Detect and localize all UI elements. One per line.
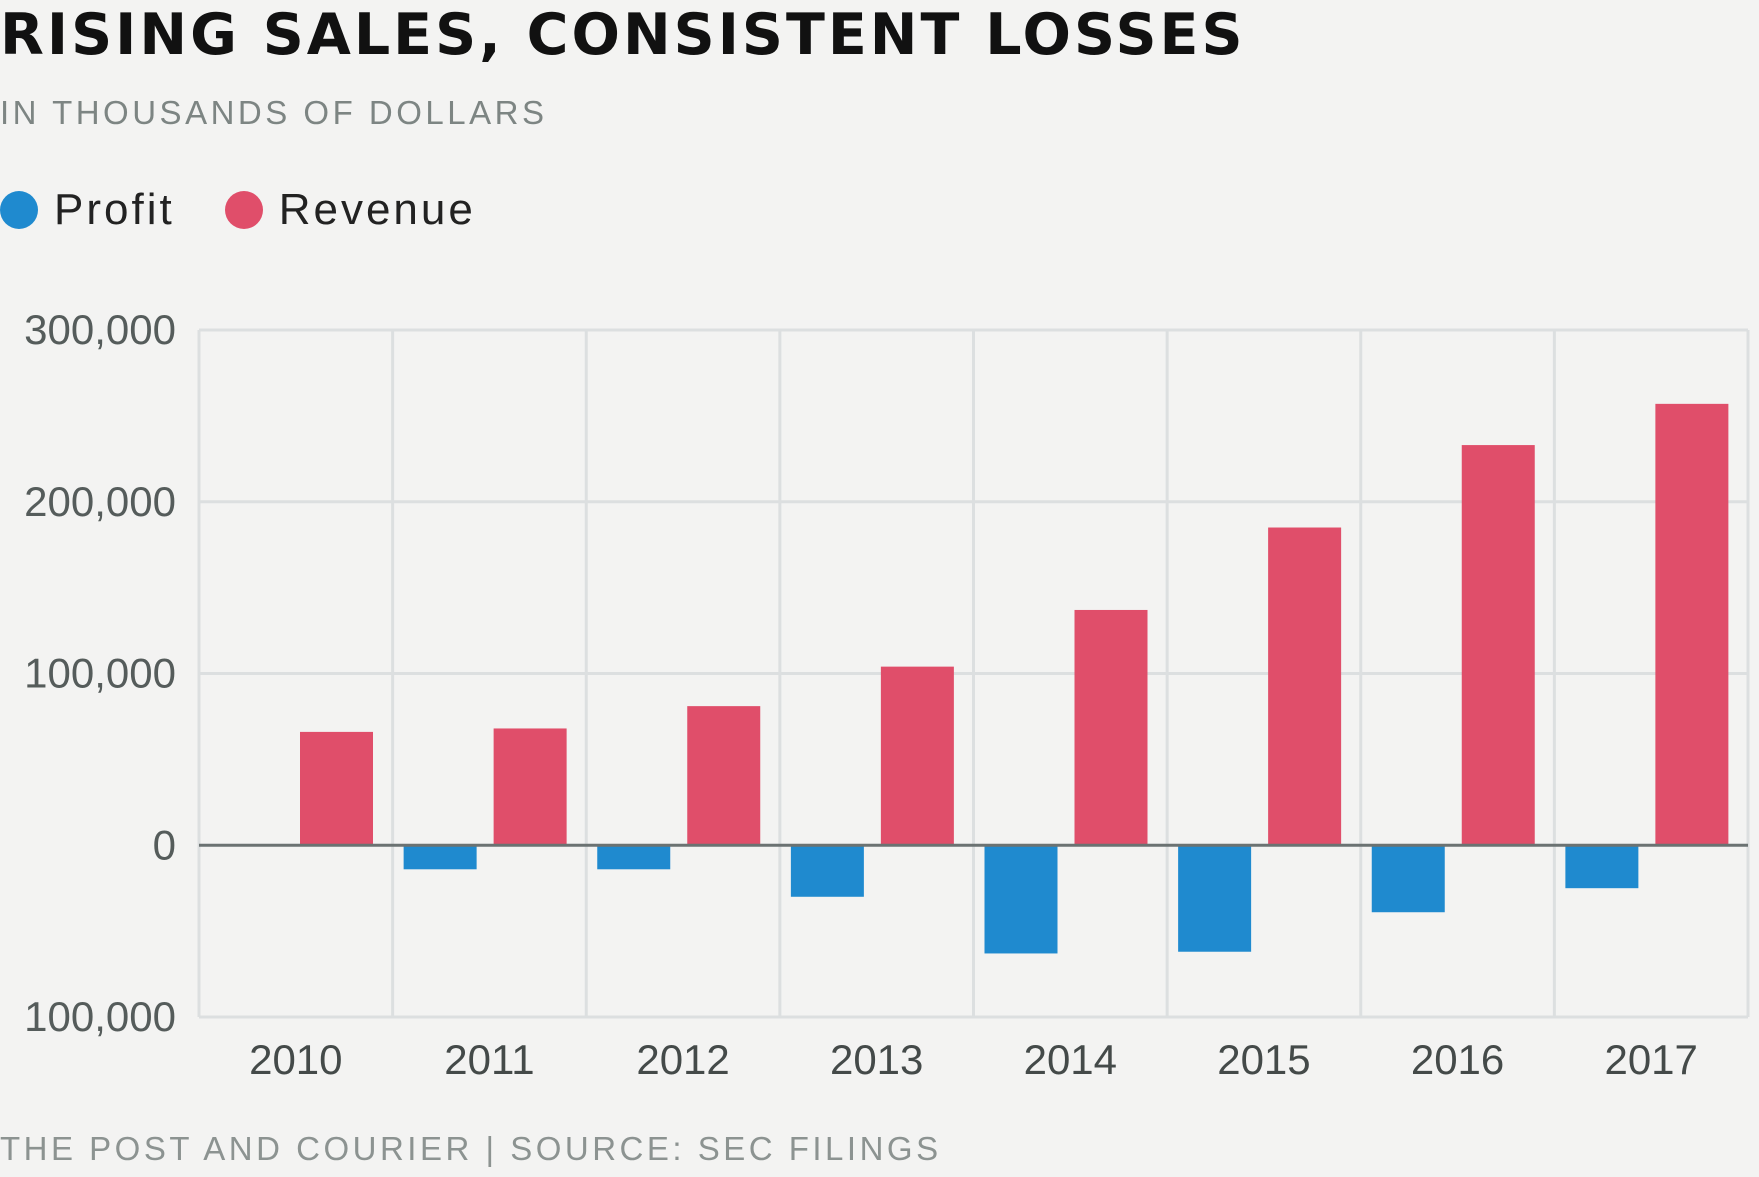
y-tick-label: 100,000 — [24, 993, 176, 1040]
footer-credit: THE POST AND COURIER | SOURCE: SEC FILIN… — [0, 1130, 942, 1167]
chart-subtitle: IN THOUSANDS OF DOLLARS — [0, 94, 548, 131]
x-tick-label-2015: 2015 — [1217, 1036, 1310, 1083]
legend-label-revenue: Revenue — [278, 185, 476, 234]
x-tick-label-2010: 2010 — [249, 1036, 342, 1083]
bar-revenue-2011 — [493, 728, 567, 846]
x-tick-label-2017: 2017 — [1604, 1036, 1697, 1083]
bar-profit-2015 — [1178, 845, 1252, 952]
bar-profit-2013 — [790, 845, 864, 897]
x-tick-label-2016: 2016 — [1411, 1036, 1504, 1083]
y-tick-label: 100,000 — [24, 650, 176, 697]
legend-item-profit: Profit — [0, 185, 175, 235]
chart-title: RISING SALES, CONSISTENT LOSSES — [0, 2, 1246, 68]
bar-revenue-2015 — [1268, 527, 1342, 846]
y-tick-label: 200,000 — [24, 478, 176, 525]
x-tick-label-2013: 2013 — [830, 1036, 923, 1083]
revenue-swatch-icon — [224, 191, 263, 229]
x-tick-label-2012: 2012 — [636, 1036, 729, 1083]
y-tick-label: 0 — [153, 821, 176, 868]
bar-revenue-2010 — [300, 731, 373, 846]
legend-label-profit: Profit — [54, 185, 175, 234]
bar-revenue-2016 — [1461, 445, 1535, 846]
bar-profit-2016 — [1371, 845, 1445, 913]
bar-profit-2017 — [1565, 845, 1639, 889]
bar-revenue-2012 — [687, 706, 761, 846]
x-tick-label-2011: 2011 — [444, 1036, 534, 1083]
profit-swatch-icon — [0, 191, 38, 229]
legend: Profit Revenue — [0, 184, 526, 236]
bar-profit-2014 — [984, 845, 1058, 954]
x-tick-label-2014: 2014 — [1024, 1036, 1117, 1083]
legend-item-revenue: Revenue — [224, 185, 476, 235]
bar-revenue-2017 — [1655, 403, 1729, 846]
bar-revenue-2014 — [1074, 609, 1148, 846]
bar-profit-2011 — [403, 845, 477, 870]
y-tick-label: 300,000 — [24, 306, 176, 353]
bar-profit-2012 — [597, 845, 671, 870]
bar-revenue-2013 — [880, 666, 954, 846]
